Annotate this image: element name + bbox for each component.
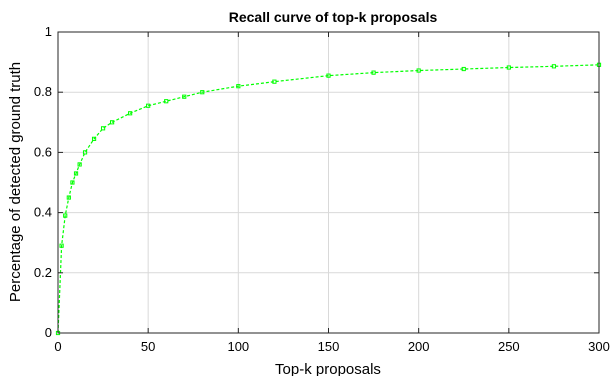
y-tick-label: 0 bbox=[45, 325, 52, 340]
recall-line bbox=[57, 64, 600, 334]
y-tick-label: 0.4 bbox=[34, 205, 52, 220]
data-point bbox=[59, 243, 64, 248]
grid bbox=[58, 32, 599, 333]
x-tick-label: 200 bbox=[408, 339, 430, 354]
data-point bbox=[77, 162, 82, 167]
axis-ticks: 0 50 100 150 200 250 300 0 0.2 0.4 0.6 0.8 1 bbox=[34, 24, 610, 354]
x-tick-label: 100 bbox=[227, 339, 249, 354]
data-point bbox=[73, 171, 79, 176]
data-point bbox=[416, 68, 421, 73]
data-point bbox=[82, 150, 88, 155]
data-point bbox=[236, 84, 241, 89]
data-point bbox=[182, 94, 187, 99]
x-tick-label: 250 bbox=[498, 339, 520, 354]
chart-title: Recall curve of top-k proposals bbox=[229, 9, 438, 25]
series-recall bbox=[55, 62, 602, 336]
data-point bbox=[91, 136, 97, 141]
y-tick-label: 0.6 bbox=[34, 144, 52, 159]
x-tick-label: 50 bbox=[141, 339, 155, 354]
y-axis-label: Percentage of detected ground truth bbox=[7, 62, 24, 302]
y-tick-label: 0.2 bbox=[34, 265, 52, 280]
data-point bbox=[200, 90, 205, 95]
data-point bbox=[128, 111, 133, 116]
data-point bbox=[146, 103, 151, 108]
data-point bbox=[371, 70, 376, 75]
data-point bbox=[70, 180, 75, 185]
data-point bbox=[326, 73, 331, 78]
data-point bbox=[66, 195, 71, 200]
x-tick-label: 0 bbox=[54, 339, 61, 354]
y-tick-label: 0.8 bbox=[34, 84, 52, 99]
data-point bbox=[63, 213, 68, 218]
x-axis-label: Top-k proposals bbox=[275, 361, 381, 376]
data-point bbox=[272, 79, 277, 84]
x-tick-label: 300 bbox=[588, 339, 610, 354]
data-point bbox=[506, 65, 511, 70]
data-point bbox=[100, 126, 106, 131]
y-tick-label: 1 bbox=[45, 24, 52, 39]
x-tick-label: 150 bbox=[318, 339, 340, 354]
data-point bbox=[551, 64, 557, 69]
data-point bbox=[164, 99, 169, 104]
data-point bbox=[110, 120, 115, 125]
data-point bbox=[461, 66, 466, 72]
